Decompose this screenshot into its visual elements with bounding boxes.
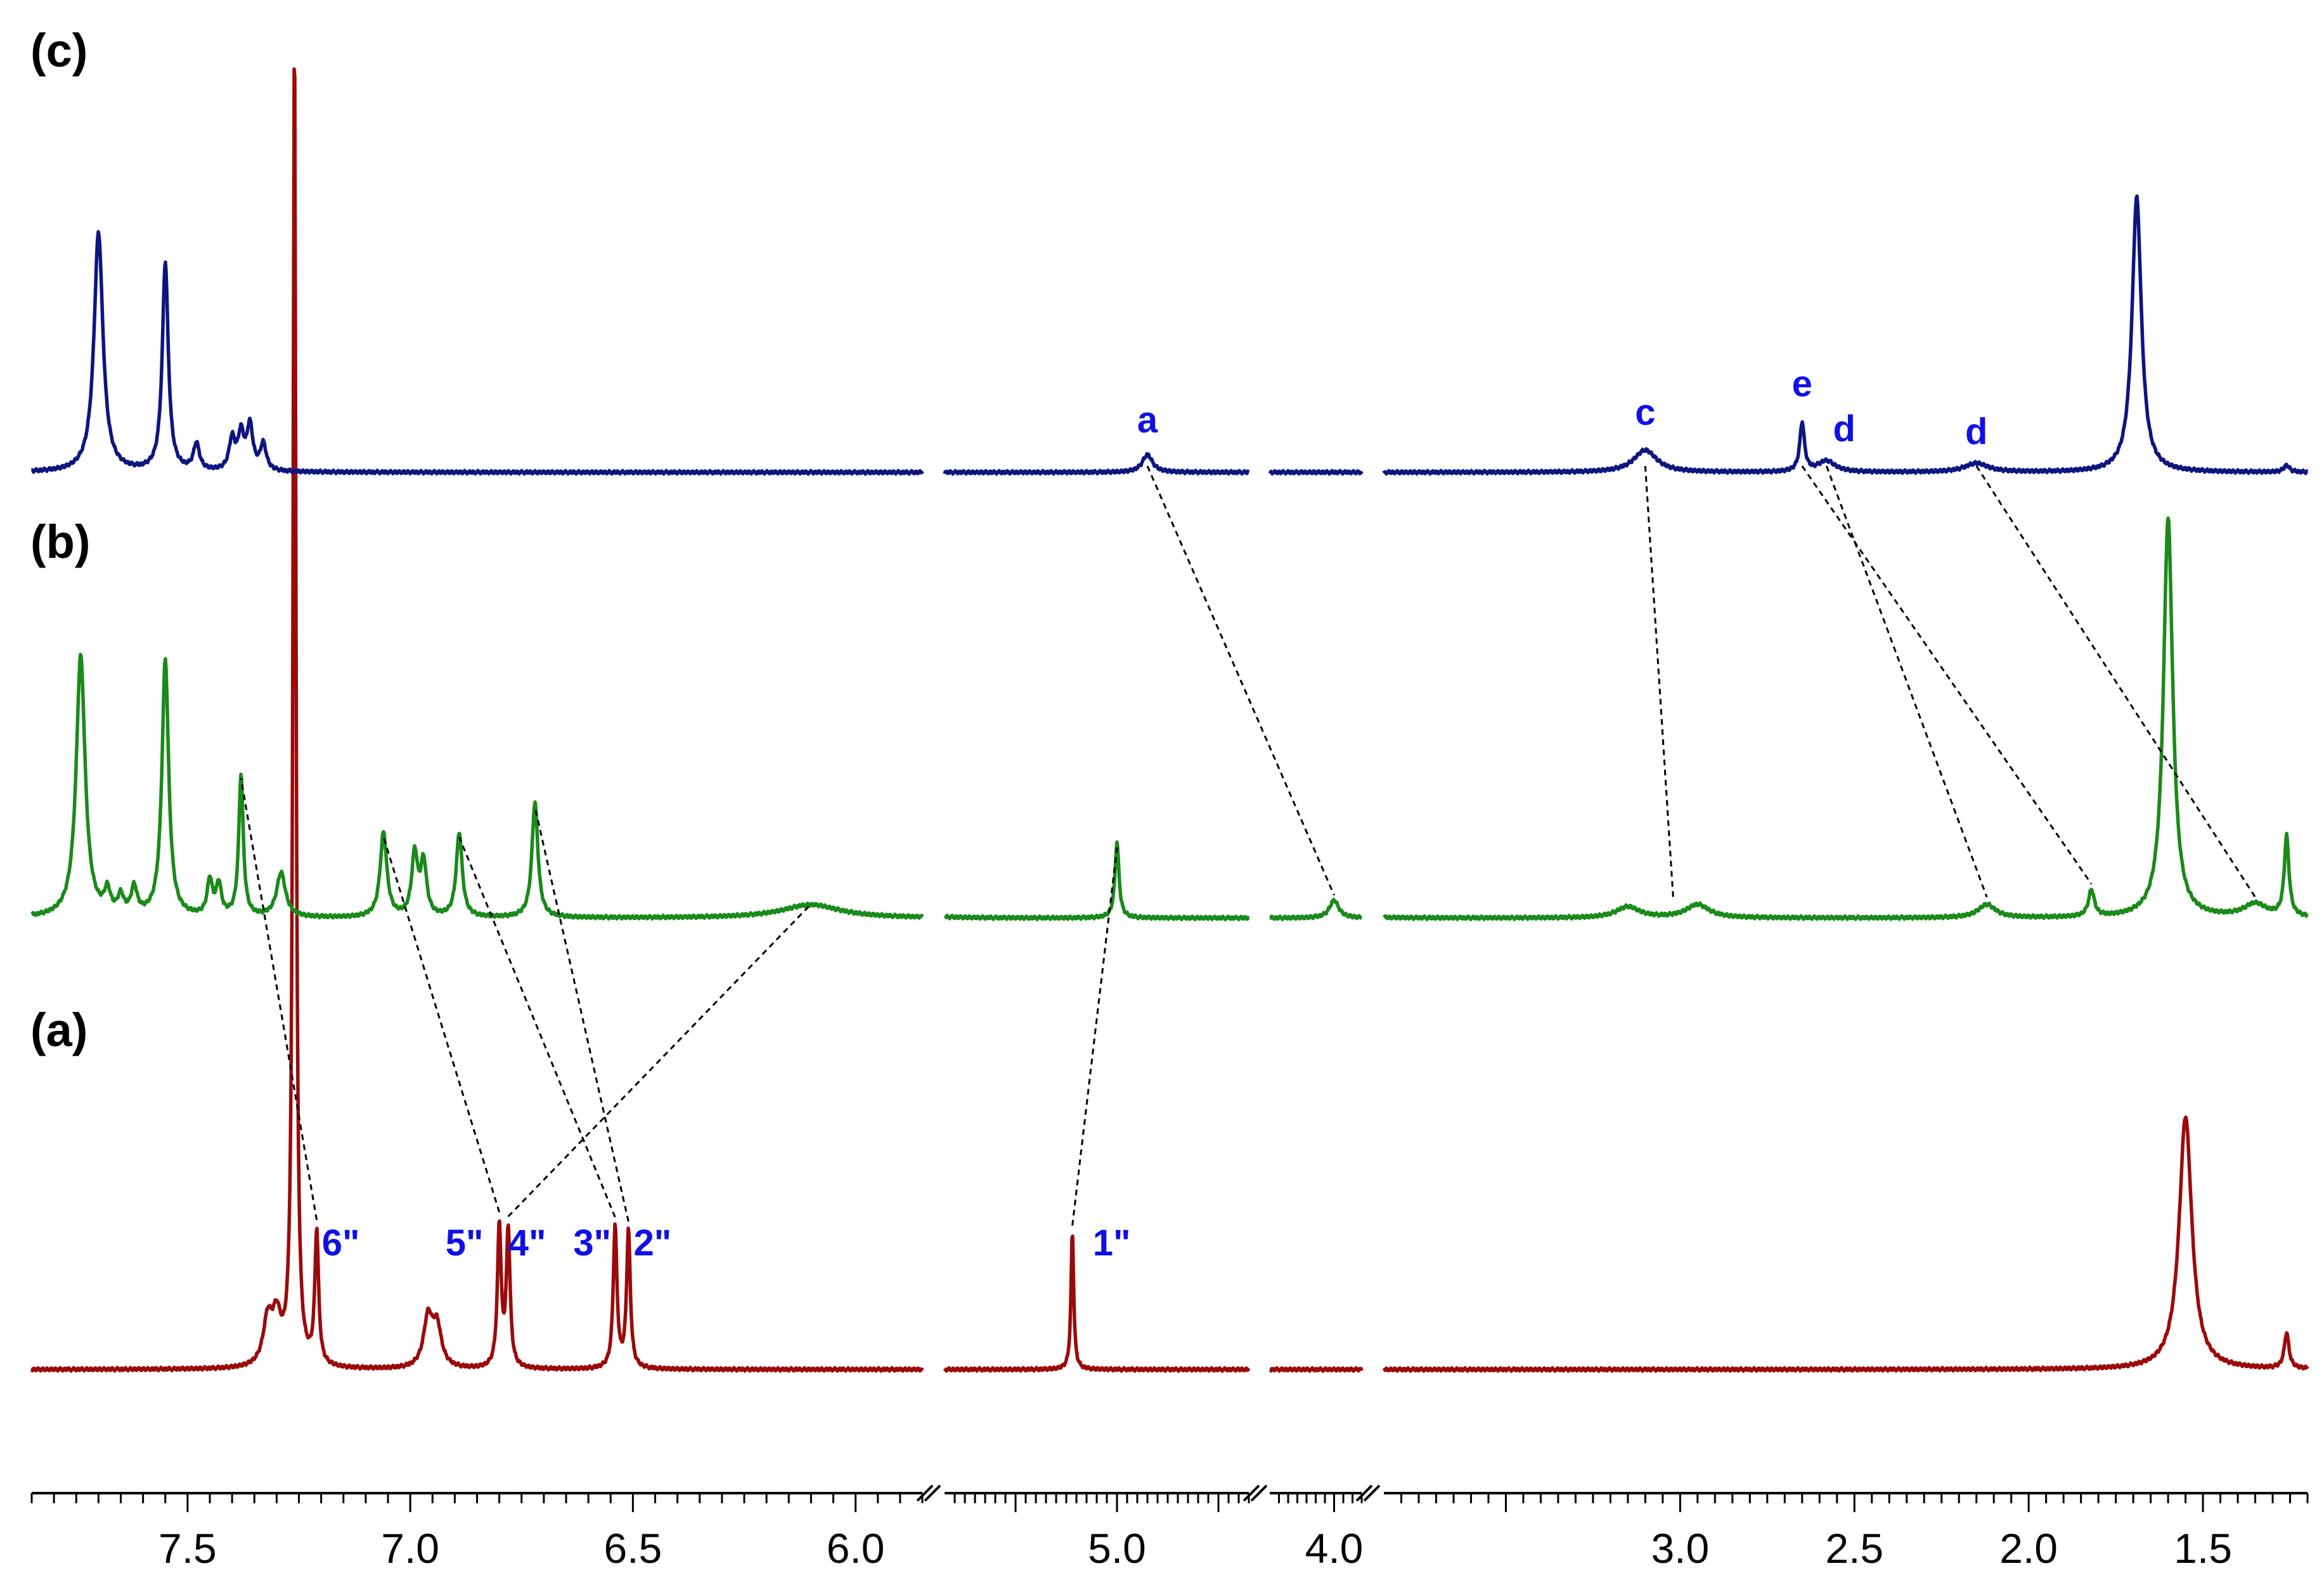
panel-label-a: (a) [30,1004,87,1056]
axis-break-mark-2-2 [1250,1484,1268,1502]
spectrum-line-a-segment-4 [1382,1115,2309,1373]
panel-labels: (c) (b) (a) [30,24,91,1056]
peak-label-7: a [1137,399,1158,441]
x-tick-label-2.0: 2.0 [1999,1525,2058,1572]
peak-labels: 6" 5" 4" 3" 2" 1"a ced d [322,363,1988,1264]
peak-label-10: d [1833,408,1856,450]
spectrum-line-b-segment-3 [1269,898,1363,921]
correlation-line-7 [1146,465,1335,896]
peak-label-2: 5" [446,1222,484,1264]
spectrum-line-b-segment-1 [30,652,924,921]
spectrum-line-b-segment-2 [943,840,1250,922]
correlation-line-2 [382,836,501,1213]
spectrum-line-c-segment-3 [1268,469,1364,476]
correlation-line-9 [1801,465,2093,885]
panel-label-b: (b) [30,515,91,568]
axis-break-mark-3-2 [1363,1484,1381,1502]
correlation-line-1 [240,778,318,1221]
x-tick-label-4.0: 4.0 [1305,1525,1364,1572]
correlation-line-10 [1825,465,1988,898]
correlation-line-5 [534,806,629,1222]
x-tick-label-3.0: 3.0 [1651,1525,1709,1572]
correlation-lines [240,465,2256,1226]
x-tick-label-5.0: 5.0 [1088,1525,1146,1572]
spectrum-line-a-segment-2 [943,1234,1251,1373]
spectrum-line-b-segment-4 [1382,516,2309,921]
peak-label-8: c [1635,392,1655,433]
correlation-line-8 [1644,465,1674,898]
peak-label-1: 6" [322,1222,360,1264]
spectrum-line-c-segment-2 [943,452,1250,476]
correlation-line-6 [1071,847,1118,1226]
peak-label-4: 3" [573,1222,611,1264]
x-tick-label-1.5: 1.5 [2174,1525,2232,1572]
x-tick-label-6.0: 6.0 [827,1525,885,1572]
axis-break-mark-2-1 [1243,1484,1260,1502]
correlation-line-4 [458,836,616,1218]
x-tick-label-7.5: 7.5 [158,1525,217,1572]
panel-label-c: (c) [30,24,87,77]
peak-label-9: e [1792,363,1812,405]
spectrum-line-c-segment-4 [1382,194,2309,476]
x-tick-label-7.0: 7.0 [381,1525,439,1572]
correlation-line-11 [1975,465,2256,898]
peak-label-3: 4" [508,1222,546,1264]
x-tick-label-2.5: 2.5 [1825,1525,1883,1572]
peak-label-6: 1" [1093,1222,1131,1264]
spectrum-line-a-segment-1 [30,67,924,1373]
peak-label-5: 2" [633,1222,671,1264]
spectrum-traces [30,67,2309,1373]
spectrum-line-c-segment-1 [30,230,924,476]
x-tick-label-6.5: 6.5 [604,1525,662,1572]
peak-label-11: d [1965,411,1987,452]
axis-break-mark-3-1 [1355,1484,1373,1502]
axis-break-mark-1-1 [916,1484,934,1502]
spectrum-line-a-segment-3 [1269,1366,1364,1373]
x-axis: 7.5 7.0 6.5 6.0 5.0 4.0 3.0 2.5 2.0 1.5 [30,1484,2309,1572]
axis-break-mark-1-2 [924,1484,941,1502]
correlation-line-3 [507,903,812,1217]
